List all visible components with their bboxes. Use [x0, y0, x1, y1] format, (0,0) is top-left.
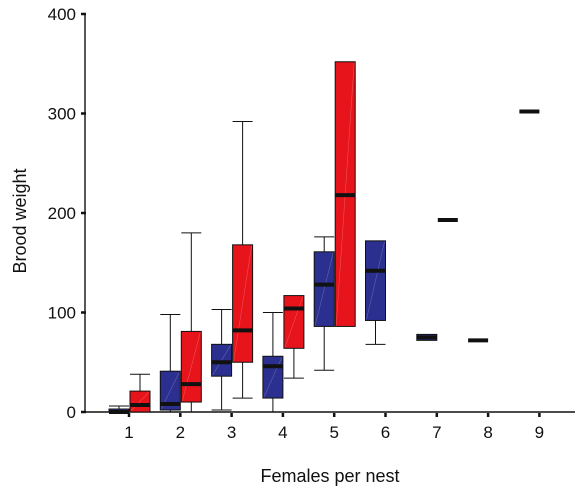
x-tick-label: 8 — [483, 423, 492, 442]
blue-box-2 — [159, 313, 181, 413]
blue-box-6 — [365, 240, 386, 345]
red-box-5 — [334, 61, 356, 327]
y-axis-label: Brood weight — [10, 168, 30, 273]
y-tick-label: 0 — [67, 403, 76, 422]
x-tick-label: 7 — [432, 423, 441, 442]
x-ticks: 1 2 3 4 5 6 7 8 9 — [124, 413, 544, 442]
box-sheen — [130, 391, 150, 412]
blue-box-5 — [313, 236, 335, 371]
y-tick-label: 400 — [48, 5, 76, 24]
x-tick-label: 5 — [329, 423, 338, 442]
y-ticks: 0 100 200 300 400 — [48, 5, 86, 422]
box-body — [365, 240, 386, 321]
y-tick-label: 100 — [48, 304, 76, 323]
x-tick-label: 6 — [381, 423, 390, 442]
red-box-1 — [129, 373, 151, 413]
x-tick-label: 2 — [176, 423, 185, 442]
boxes — [108, 61, 540, 414]
box-sheen — [284, 296, 304, 348]
red-box-3 — [232, 120, 254, 399]
x-tick-label: 1 — [124, 423, 133, 442]
box-body — [159, 370, 181, 411]
x-tick-label: 9 — [535, 423, 544, 442]
box-sheen — [366, 241, 385, 320]
box-sheen — [182, 332, 201, 402]
blue-box-3 — [211, 309, 233, 411]
box-sheen — [233, 245, 252, 362]
box-sheen — [314, 252, 334, 326]
axes — [84, 14, 575, 413]
blue-box-4 — [262, 312, 284, 413]
y-tick-label: 300 — [48, 105, 76, 124]
blue-box-1 — [108, 405, 130, 414]
blue-box-7 — [416, 333, 438, 341]
x-tick-label: 4 — [278, 423, 287, 442]
y-tick-label: 200 — [48, 204, 76, 223]
x-tick-label: 3 — [227, 423, 236, 442]
red-box-2 — [180, 232, 202, 413]
box-body — [313, 251, 335, 327]
box-body — [232, 244, 254, 363]
box-sheen — [263, 357, 283, 398]
x-axis-label: Females per nest — [260, 466, 399, 486]
red-box-4 — [283, 295, 305, 379]
